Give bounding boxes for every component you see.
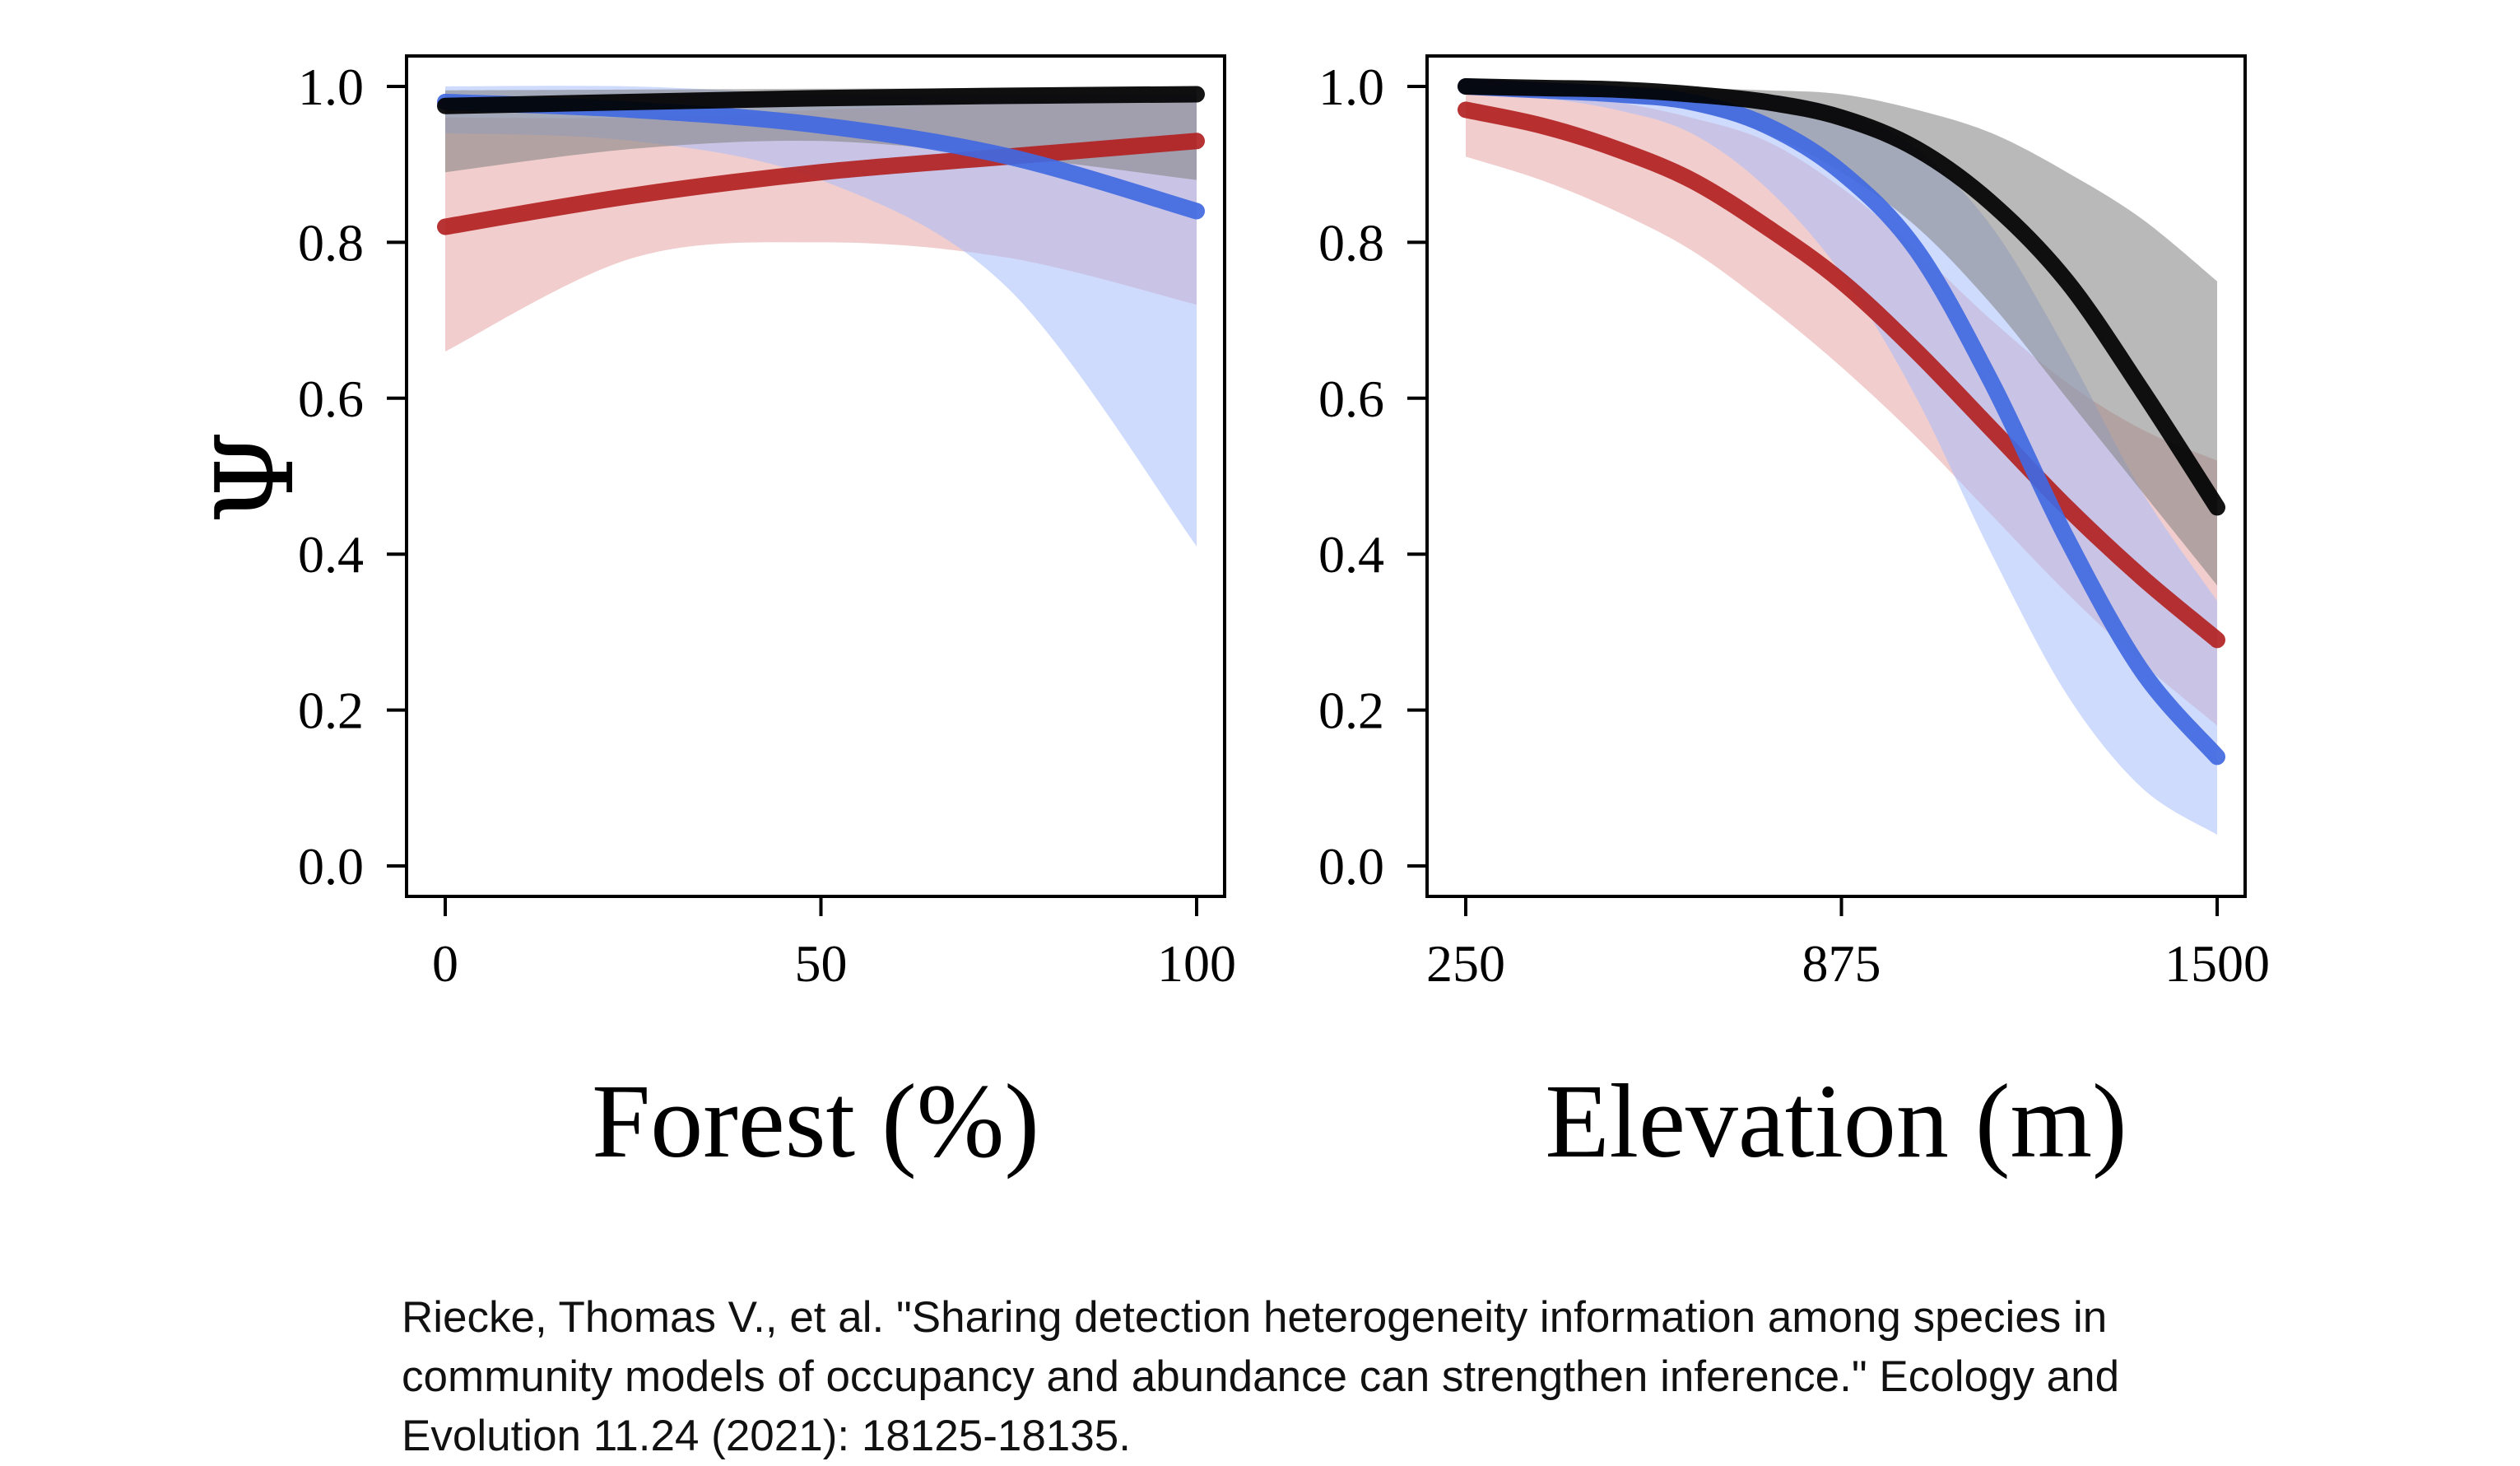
series-line	[437, 86, 1205, 114]
x-tick-label: 250	[1426, 934, 1505, 993]
y-axis-title: Ψ	[193, 430, 318, 524]
y-tick-label: 1.0	[298, 58, 364, 116]
y-tick-label: 0.0	[298, 837, 364, 896]
confidence-band	[1466, 86, 2217, 586]
x-tick-label: 875	[1802, 934, 1881, 993]
x-tick-label: 1500	[2164, 934, 2270, 993]
x-tick-label: 50	[795, 934, 848, 993]
series-line	[437, 133, 1205, 235]
series-line	[1458, 78, 2225, 516]
y-tick-label: 0.8	[298, 213, 364, 272]
y-tick-label: 1.0	[1318, 58, 1384, 116]
y-tick-label: 0.0	[1318, 837, 1384, 896]
y-tick-label: 0.4	[298, 525, 364, 584]
plot-frame	[405, 54, 1226, 898]
x-axis-title: Forest (%)	[592, 1063, 1039, 1180]
x-axis-title: Elevation (m)	[1545, 1063, 2127, 1180]
plot-frame	[1425, 54, 2247, 898]
y-tick-label: 0.4	[1318, 525, 1384, 584]
confidence-band	[1466, 86, 2217, 835]
elevation-panel: 0.0 0.2 0.4 0.6 0.8 1.0 250 875 1500 Elevation …	[1318, 54, 2270, 1180]
y-tick-label: 0.2	[1318, 682, 1384, 740]
y-tick-label: 0.6	[1318, 370, 1384, 428]
series-line	[1458, 101, 2225, 649]
confidence-band	[445, 86, 1197, 547]
forest-panel: 0.0 0.2 0.4 0.6 0.8 1.0 0 50 100 Forest (%)	[298, 54, 1236, 1180]
y-tick-label: 0.8	[1318, 213, 1384, 272]
y-tick-label: 0.6	[298, 370, 364, 428]
y-tick-label: 0.2	[298, 682, 364, 740]
citation: Riecke, Thomas V., et al. "Sharing detec…	[402, 1293, 2120, 1460]
x-tick-label: 0	[432, 934, 458, 993]
x-tick-label: 100	[1157, 934, 1236, 993]
